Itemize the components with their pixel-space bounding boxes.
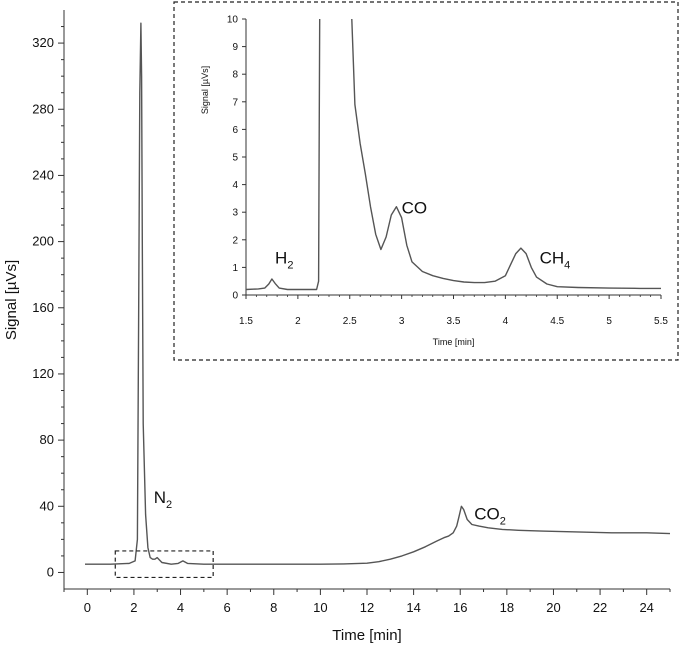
inset-y-tick-label: 7 — [232, 97, 238, 108]
inset-y-tick-label: 3 — [232, 208, 238, 219]
main-y-tick-label: 160 — [32, 300, 54, 315]
main-y-tick-label: 80 — [40, 432, 54, 447]
main-x-tick-label: 14 — [406, 600, 420, 615]
main-signal-line — [85, 22, 671, 565]
inset-peak-label: CO — [402, 199, 428, 218]
inset-x-tick-label: 4.5 — [550, 316, 564, 327]
main-y-tick-label: 200 — [32, 234, 54, 249]
main-y-tick-label: 40 — [40, 498, 54, 513]
main-x-tick-label: 16 — [453, 600, 467, 615]
inset-x-tick-label: 2.5 — [343, 316, 357, 327]
main-y-tick-label: 0 — [47, 564, 54, 579]
inset-x-tick-label: 5 — [606, 316, 612, 327]
main-peak-label-text: N — [154, 488, 166, 507]
inset-y-tick-label: 10 — [227, 15, 239, 26]
main-peak-label: N2 — [154, 488, 172, 511]
inset-peak-label-text: CO — [402, 199, 428, 218]
main-y-tick-label: 120 — [32, 366, 54, 381]
inset-peak-label: CH4 — [540, 248, 571, 271]
main-x-tick-label: 24 — [639, 600, 653, 615]
inset-signal-line — [245, 18, 321, 291]
inset-y-tick-label: 1 — [232, 263, 238, 274]
inset-y-axis-title: Signal [µVs] — [200, 66, 210, 114]
inset-y-tick-label: 5 — [232, 153, 238, 164]
main-x-tick-label: 4 — [177, 600, 184, 615]
inset-x-tick-label: 5.5 — [654, 316, 668, 327]
inset-peak-label-subscript: 4 — [564, 259, 570, 271]
main-x-tick-label: 18 — [500, 600, 514, 615]
inset-y-tick-label: 0 — [232, 291, 238, 302]
main-y-tick-label: 240 — [32, 167, 54, 182]
inset-frame — [173, 1, 679, 361]
main-x-tick-label: 12 — [360, 600, 374, 615]
inset-peak-label-text: CH — [540, 248, 565, 267]
main-y-tick-label: 320 — [32, 35, 54, 50]
inset-x-tick-label: 3 — [399, 316, 405, 327]
main-x-tick-label: 0 — [84, 600, 91, 615]
main-y-tick-label: 280 — [32, 101, 54, 116]
main-x-tick-label: 20 — [546, 600, 560, 615]
inset-y-tick-label: 4 — [232, 180, 238, 191]
inset-x-tick-label: 1.5 — [239, 316, 253, 327]
inset-x-tick-label: 2 — [295, 316, 301, 327]
inset-y-tick-label: 9 — [232, 42, 238, 53]
main-x-axis-title: Time [min] — [332, 627, 401, 644]
inset-peak-label-text: H — [275, 248, 287, 267]
main-x-tick-label: 2 — [130, 600, 137, 615]
main-peak-label: CO2 — [474, 505, 506, 528]
inset-peak-label: H2 — [275, 248, 293, 271]
inset-y-tick-label: 2 — [232, 235, 238, 246]
inset-signal-line — [351, 18, 661, 290]
main-x-tick-label: 10 — [313, 600, 327, 615]
main-y-axis-title: Signal [µVs] — [3, 260, 20, 340]
main-chart: 0 2 4 6 8 10 12 14 16 18 20 22 240408012016020024028… — [3, 10, 671, 644]
inset-y-tick-label: 6 — [232, 125, 238, 136]
main-x-tick-label: 22 — [593, 600, 607, 615]
inset-x-tick-label: 3.5 — [447, 316, 461, 327]
inset-x-tick-label: 4 — [503, 316, 509, 327]
inset-peak-label-subscript: 2 — [287, 259, 293, 271]
inset-chart: 1.5 2 2.5 3 3.5 4 4.5 5 5.5 0 1 2 3 4 5 6 7 8 9 10 Time [min… — [200, 15, 668, 348]
main-peak-label-text: CO — [474, 505, 500, 524]
main-x-tick-label: 8 — [270, 600, 277, 615]
main-peak-label-subscript: 2 — [166, 499, 172, 511]
inset-x-axis-title: Time [min] — [433, 337, 475, 347]
main-peak-label-subscript: 2 — [500, 516, 506, 528]
main-x-tick-label: 6 — [224, 600, 231, 615]
inset-y-tick-label: 8 — [232, 70, 238, 81]
